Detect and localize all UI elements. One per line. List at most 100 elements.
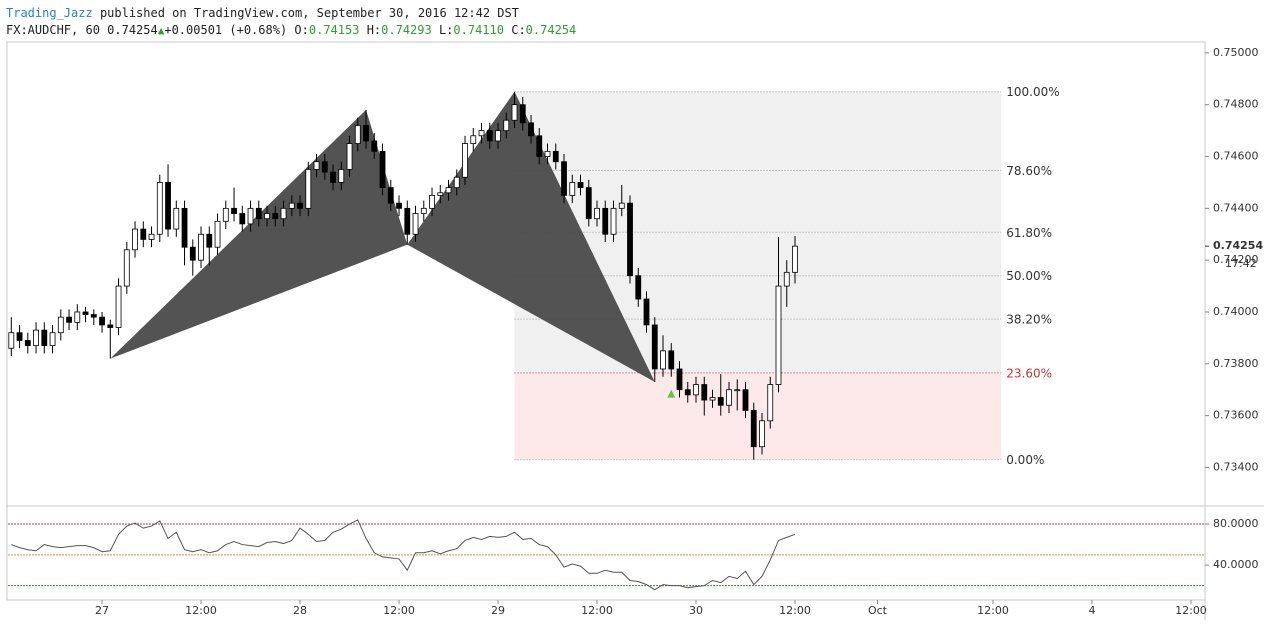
candle-body bbox=[429, 194, 435, 209]
candle-body bbox=[775, 285, 782, 385]
candle-body bbox=[486, 130, 493, 142]
published: published on TradingView.com, September … bbox=[99, 6, 519, 20]
ohlc-h: 0.74293 bbox=[381, 23, 432, 37]
candle-body bbox=[379, 150, 386, 189]
y-tick-label: 0.75000 bbox=[1213, 46, 1259, 59]
candle-body bbox=[420, 207, 427, 214]
last-price-label: 0.74254 bbox=[1213, 239, 1263, 252]
candle-body bbox=[173, 207, 180, 230]
candle-body bbox=[544, 150, 551, 157]
publish-line: Trading_Jazz published on TradingView.co… bbox=[6, 5, 576, 22]
y-tick-label: 0.74400 bbox=[1213, 201, 1259, 214]
x-tick-label: 12:00 bbox=[383, 604, 415, 617]
candle-body bbox=[57, 316, 64, 334]
candle-body bbox=[140, 228, 147, 240]
candle-body bbox=[346, 143, 353, 170]
ohlc-h-label: H: bbox=[366, 23, 382, 37]
candle-body bbox=[354, 125, 361, 144]
candle-body bbox=[66, 316, 72, 323]
candle-body bbox=[668, 350, 675, 370]
candle-body bbox=[726, 389, 732, 406]
candle-body bbox=[330, 171, 336, 183]
candle-body bbox=[90, 314, 97, 318]
x-tick-label: 12:00 bbox=[185, 604, 217, 617]
y-tick-label: 40.0000 bbox=[1213, 558, 1259, 571]
candle-body bbox=[214, 220, 221, 248]
candle-body bbox=[107, 324, 114, 328]
candle-body bbox=[651, 324, 658, 370]
x-tick-label: 12:00 bbox=[581, 604, 613, 617]
fib-label: 50.00% bbox=[1006, 269, 1052, 283]
candle-body bbox=[305, 169, 312, 209]
candle-body bbox=[99, 316, 105, 326]
candle-body bbox=[453, 176, 460, 189]
up-arrow: ▲ bbox=[157, 24, 165, 37]
candle-body bbox=[297, 202, 303, 209]
candle-body bbox=[709, 397, 716, 401]
candle-body bbox=[577, 182, 584, 189]
y-tick-label: 0.74600 bbox=[1213, 150, 1259, 163]
y-tick-label: 0.73800 bbox=[1213, 357, 1259, 370]
candle-body bbox=[792, 245, 798, 273]
fib-label: 100.00% bbox=[1006, 85, 1059, 99]
candle-body bbox=[396, 202, 402, 209]
candle-body bbox=[519, 104, 526, 124]
candle-body bbox=[206, 233, 213, 248]
candle-body bbox=[627, 202, 633, 277]
candle-body bbox=[49, 332, 56, 347]
ohlc-l-label: L: bbox=[438, 23, 454, 37]
candle-body bbox=[742, 389, 749, 411]
fib-label: 61.80% bbox=[1006, 226, 1052, 240]
ohlc-c-label: C: bbox=[511, 23, 526, 37]
fib-label: 23.60% bbox=[1006, 366, 1052, 380]
fib-label: 0.00% bbox=[1006, 453, 1044, 467]
candle-body bbox=[783, 271, 790, 287]
y-tick-label: 0.74800 bbox=[1213, 98, 1259, 111]
x-tick-label: 12:00 bbox=[1175, 604, 1207, 617]
candle-body bbox=[676, 368, 683, 391]
candle-body bbox=[470, 135, 477, 144]
candle-body bbox=[536, 135, 543, 157]
ohlc-c: 0.74254 bbox=[525, 23, 577, 37]
candle-body bbox=[8, 332, 15, 349]
candle-body bbox=[132, 228, 138, 251]
candle-body bbox=[165, 182, 171, 230]
candle-body bbox=[585, 187, 592, 220]
x-tick-label: 12:00 bbox=[977, 604, 1009, 617]
candle-body bbox=[288, 202, 295, 209]
symbol: FX:AUDCHF, 60 bbox=[6, 23, 100, 37]
y-tick-label: 0.74200 bbox=[1213, 253, 1259, 266]
ohlc-o-label: O: bbox=[294, 23, 309, 37]
fib-label: 78.60% bbox=[1006, 164, 1052, 178]
candle-body bbox=[602, 207, 609, 235]
candle-body bbox=[363, 125, 369, 142]
candle-body bbox=[82, 311, 89, 315]
author[interactable]: Trading_Jazz bbox=[6, 6, 93, 20]
candle-body bbox=[321, 161, 328, 173]
x-tick-label: 27 bbox=[95, 604, 109, 617]
candle-body bbox=[123, 249, 130, 287]
y-tick-label: 0.74000 bbox=[1213, 305, 1259, 318]
candle-body bbox=[387, 187, 394, 204]
harmonic-triangle bbox=[407, 91, 655, 382]
candle-body bbox=[239, 213, 246, 225]
candle-body bbox=[701, 384, 708, 401]
candle-body bbox=[618, 202, 625, 209]
candle-body bbox=[338, 169, 345, 183]
fib-highlight-zone bbox=[514, 372, 1002, 460]
candle-body bbox=[503, 119, 510, 132]
candle-body bbox=[437, 192, 444, 196]
candle-body bbox=[635, 275, 642, 300]
candle-body bbox=[156, 182, 163, 235]
x-tick-label: 12:00 bbox=[779, 604, 811, 617]
candle-body bbox=[511, 104, 518, 121]
harmonic-triangle bbox=[110, 109, 408, 359]
ohlc-l: 0.74110 bbox=[453, 23, 504, 37]
header: Trading_Jazz published on TradingView.co… bbox=[6, 5, 576, 39]
x-tick-label: 28 bbox=[293, 604, 307, 617]
candle-body bbox=[255, 207, 262, 220]
candle-body bbox=[660, 350, 666, 370]
candle-body bbox=[16, 332, 23, 341]
